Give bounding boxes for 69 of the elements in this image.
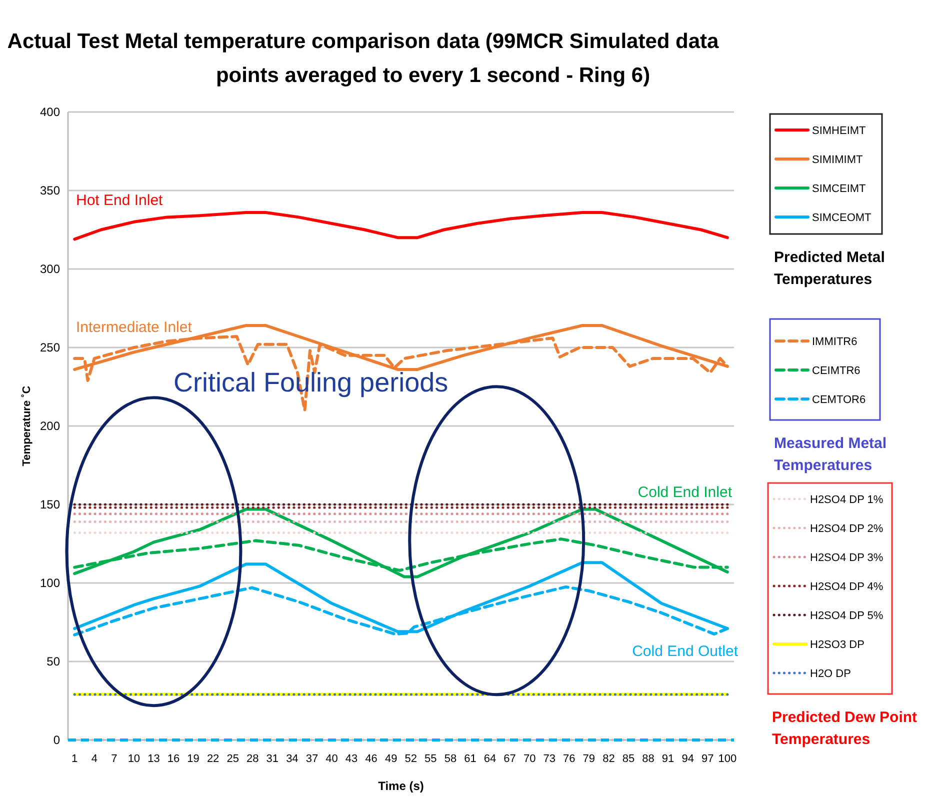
x-tick-label: 85 — [622, 753, 635, 765]
y-tick-label: 250 — [40, 340, 60, 354]
legend-label: IMMITR6 — [812, 336, 858, 348]
legend-label: H2SO3 DP — [810, 639, 864, 651]
x-tick-label: 46 — [365, 753, 378, 765]
x-tick-label: 79 — [582, 753, 596, 765]
x-tick-label: 97 — [702, 753, 714, 765]
annotation: Hot End Inlet — [76, 192, 164, 209]
line-series — [73, 508, 729, 578]
x-tick-label: 76 — [563, 753, 576, 765]
x-tick-label: 22 — [206, 753, 220, 765]
x-tick-label: 34 — [286, 753, 298, 765]
x-tick-label: 40 — [326, 753, 338, 765]
y-tick-label: 300 — [40, 262, 60, 276]
y-tick-label: 400 — [40, 105, 60, 119]
x-tick-label: 7 — [111, 753, 118, 765]
x-tick-label: 82 — [602, 753, 615, 765]
x-tick-label: 55 — [424, 753, 437, 765]
x-tick-label: 37 — [306, 753, 318, 765]
legend-label: SIMCEIMT — [812, 183, 866, 195]
x-tick-label: 4 — [91, 753, 98, 765]
legend-label: H2O DP — [810, 668, 851, 680]
legend-label: H2SO4 DP 3% — [810, 552, 884, 564]
x-axis-title: Time (s) — [378, 779, 424, 793]
legend-label: H2SO4 DP 1% — [810, 494, 884, 506]
text: Predicted Dew Point Temperatures — [772, 709, 918, 748]
x-tick-label: 100 — [718, 753, 737, 765]
x-tick-label: 70 — [523, 753, 536, 765]
annotation: Cold End Inlet — [638, 484, 733, 501]
x-tick-label: 58 — [444, 753, 457, 765]
legend-label: CEMTOR6 — [812, 394, 866, 406]
y-tick-label: 50 — [46, 654, 60, 668]
x-tick-label: 25 — [226, 753, 239, 765]
x-tick-label: 64 — [484, 753, 496, 765]
x-tick-label: 13 — [148, 753, 160, 765]
text: Predicted Metal Temperatures — [774, 249, 885, 288]
x-tick-label: 49 — [384, 753, 398, 765]
x-tick-label: 94 — [682, 753, 694, 765]
x-tick-label: 67 — [504, 753, 516, 765]
y-tick-label: 0 — [53, 733, 60, 747]
y-axis-title: Temperature ˚C — [21, 386, 33, 466]
chart-title: Actual Test Metal temperature comparison data (99MCR Simulated data points averaged to every 1 second - Ring 6) — [7, 30, 720, 87]
legend-label: CEIMTR6 — [812, 365, 860, 377]
legend-label: SIMCEOMT — [812, 212, 872, 224]
y-tick-label: 100 — [40, 576, 60, 590]
x-tick-label: 16 — [167, 753, 180, 765]
y-tick-label: 200 — [40, 419, 60, 433]
legend-label: H2SO4 DP 4% — [810, 581, 884, 593]
x-tick-label: 28 — [246, 753, 259, 765]
x-tick-label: 10 — [128, 753, 140, 765]
x-tick-label: 73 — [543, 753, 556, 765]
legend-label: SIMIMIMT — [812, 154, 863, 166]
x-tick-label: 61 — [464, 753, 476, 765]
text: Measured Metal Temperatures — [774, 435, 887, 474]
x-tick-label: 91 — [662, 753, 674, 765]
legend-label: H2SO4 DP 2% — [810, 523, 884, 535]
line-series — [73, 210, 729, 241]
y-tick-label: 350 — [40, 184, 60, 198]
legend-label: H2SO4 DP 5% — [810, 610, 884, 622]
x-tick-label: 19 — [187, 753, 200, 765]
x-tick-label: 52 — [404, 753, 418, 765]
annotation: Cold End Outlet — [632, 643, 739, 660]
legend-label: SIMHEIMT — [812, 125, 866, 137]
y-tick-label: 150 — [40, 498, 60, 512]
annotation: Intermediate Inlet — [76, 319, 193, 336]
x-tick-label: 88 — [642, 753, 654, 765]
x-tick-label: 1 — [72, 753, 78, 765]
x-tick-label: 43 — [345, 753, 358, 765]
x-tick-label: 31 — [266, 753, 279, 765]
